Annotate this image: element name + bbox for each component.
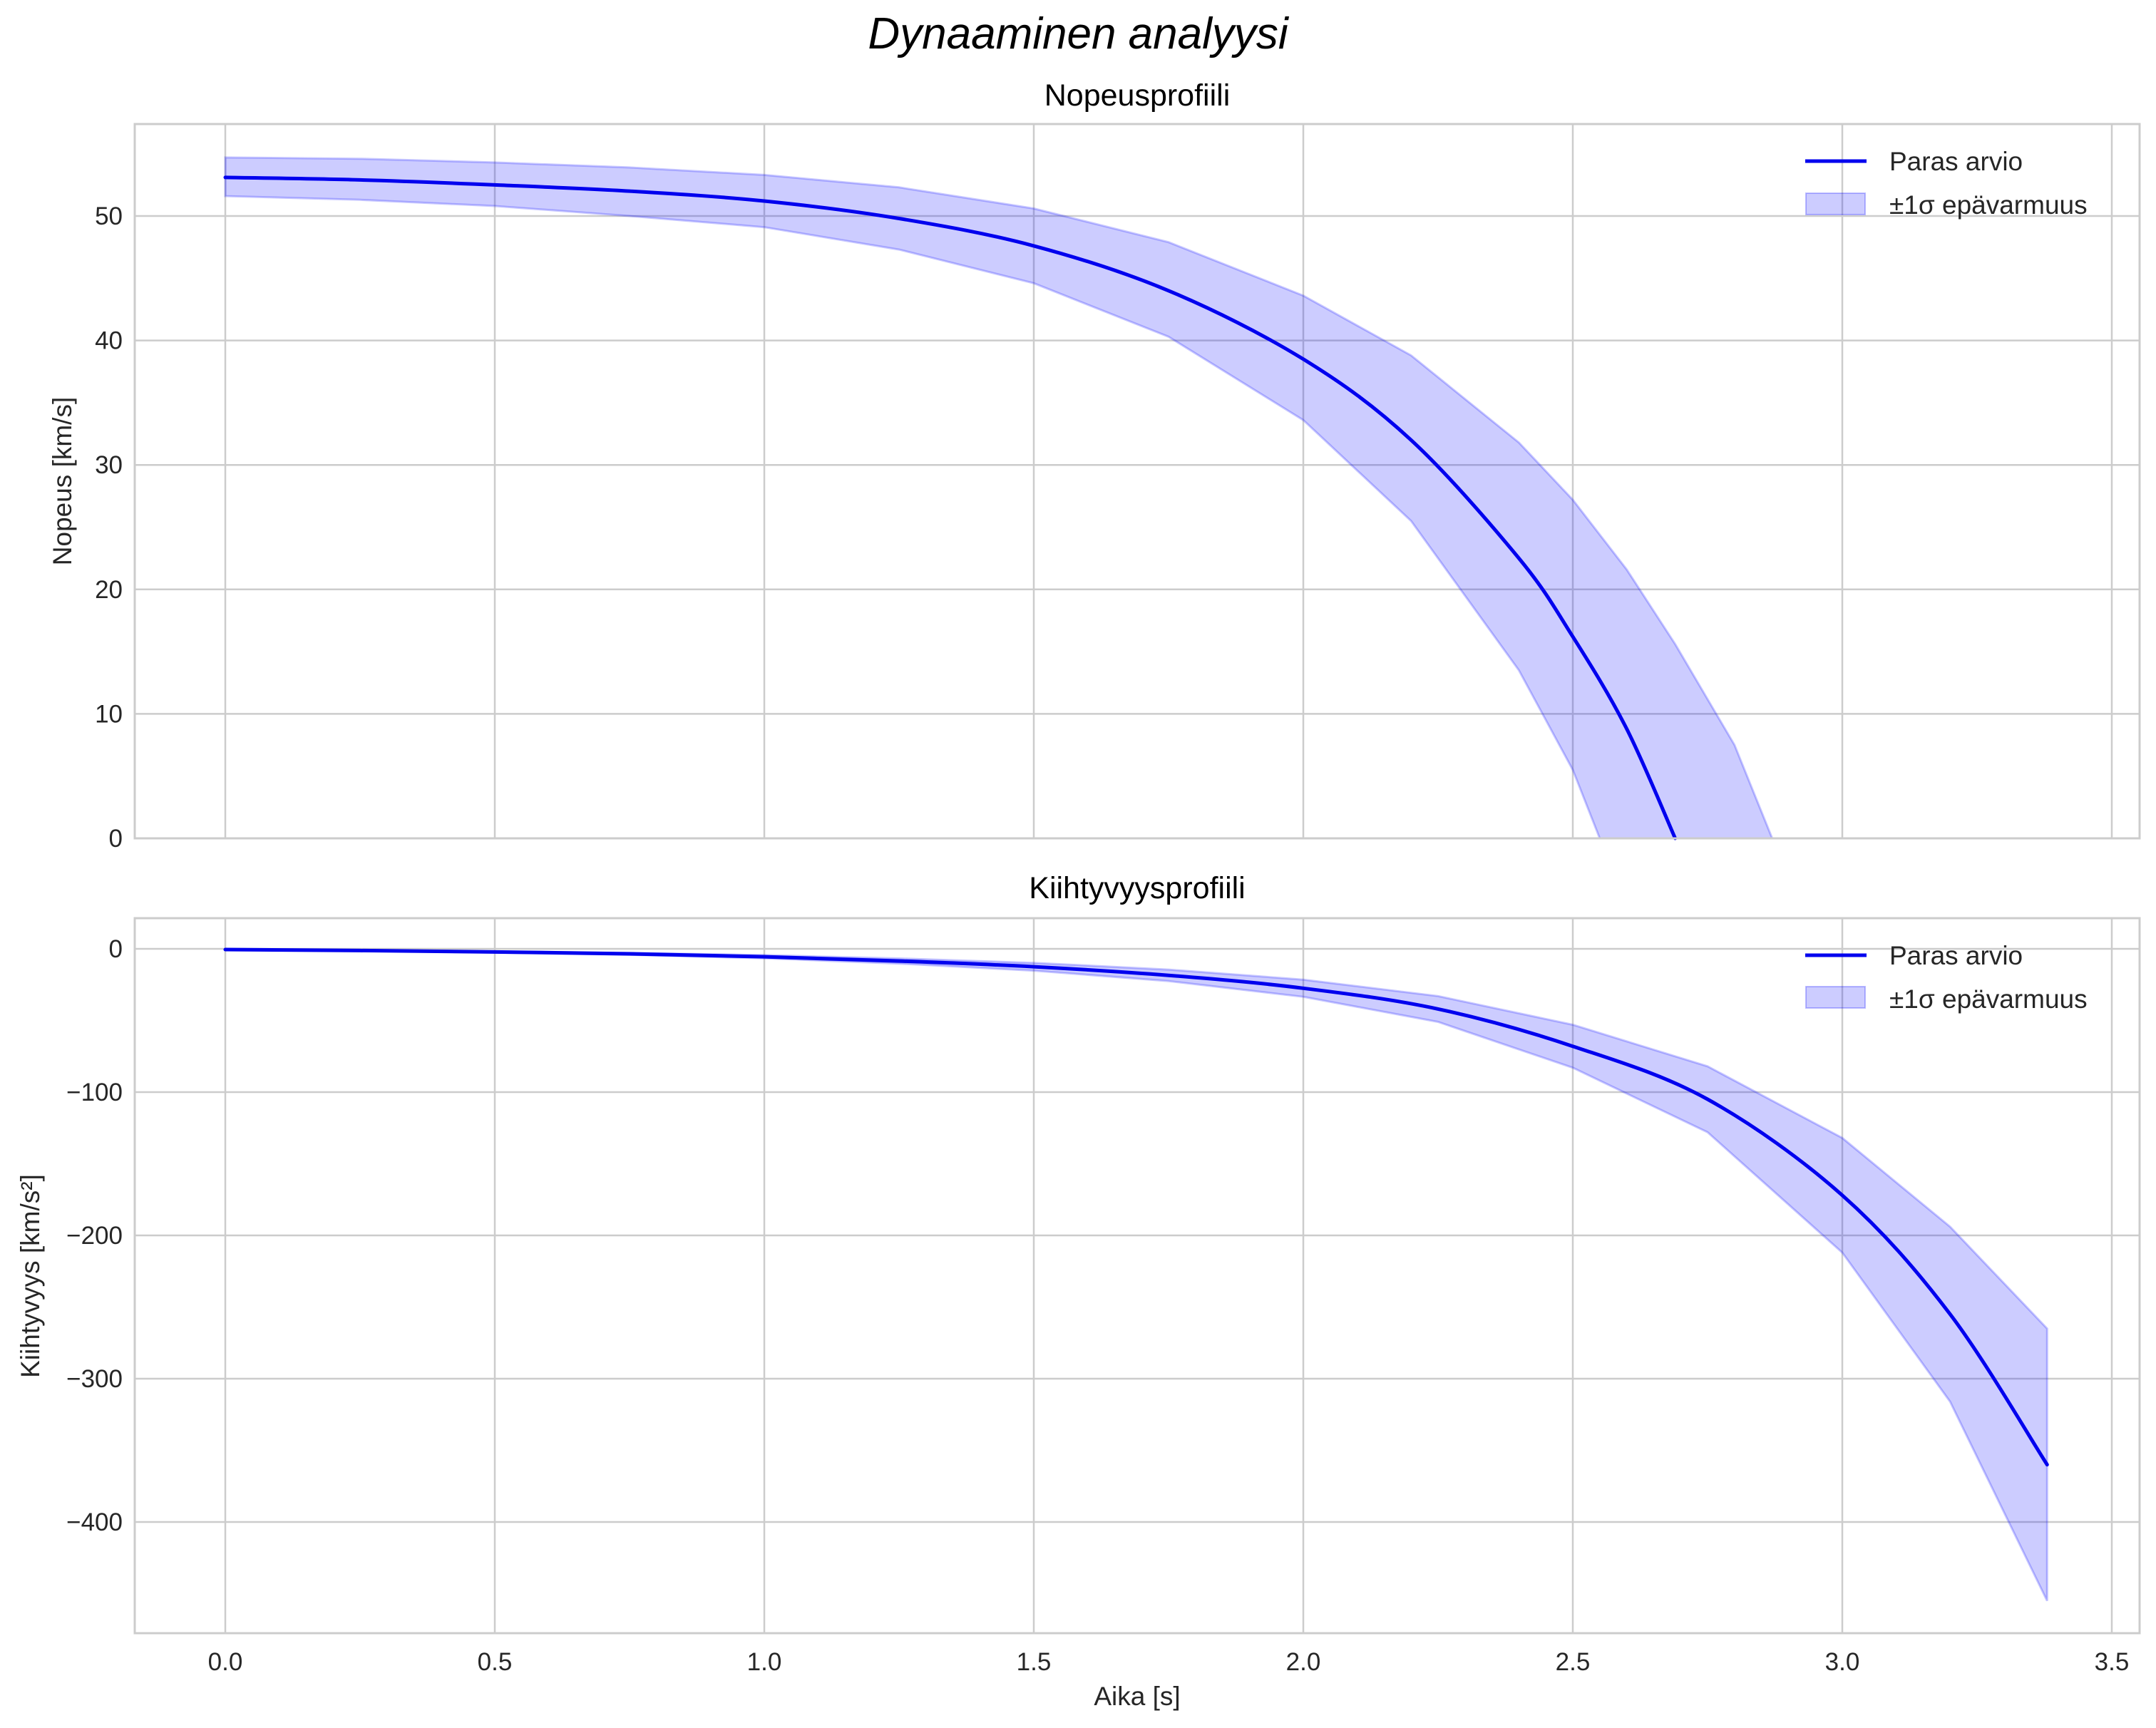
y-tick-label: 30	[95, 451, 123, 479]
acceleration-uncertainty-band	[224, 948, 2048, 1602]
y-tick-label: 0	[109, 935, 123, 963]
velocity-subplot: Nopeusprofiili 0 10 20 30 40 50 Nopeus [km/s]…	[48, 78, 2141, 853]
acceleration-y-axis-label: Kiihtyvyys [km/s²]	[16, 1174, 45, 1378]
velocity-uncertainty-band	[224, 156, 1774, 840]
y-tick-label: 10	[95, 700, 123, 728]
x-tick-label: 2.0	[1286, 1648, 1321, 1676]
velocity-grid	[135, 124, 2140, 840]
y-tick-label: 40	[95, 327, 123, 355]
x-tick-label: 0.0	[208, 1648, 243, 1676]
x-tick-label: 1.5	[1017, 1648, 1052, 1676]
uncertainty-band-area	[224, 156, 1774, 840]
y-tick-label: −400	[66, 1508, 123, 1536]
x-tick-label: 1.0	[747, 1648, 782, 1676]
legend-band-swatch	[1805, 986, 1866, 1009]
acceleration-plot-title: Kiihtyvyysprofiili	[1029, 871, 1245, 905]
figure-suptitle: Dynaaminen analyysi	[868, 9, 1290, 58]
acceleration-subplot: Kiihtyvyysprofiili 0 −100 −200 −300 −400 0.0…	[16, 871, 2141, 1711]
acceleration-best-estimate-line	[223, 947, 2049, 1467]
legend-label-best-estimate: Paras arvio	[1889, 941, 2023, 970]
acceleration-y-tick-labels: 0 −100 −200 −300 −400	[66, 935, 123, 1536]
best-estimate-curve	[223, 947, 2049, 1467]
acceleration-legend: Paras arvio ±1σ epävarmuus	[1805, 941, 2088, 1014]
legend-label-uncertainty: ±1σ epävarmuus	[1889, 984, 2088, 1014]
best-estimate-curve	[223, 175, 1678, 840]
y-tick-label: 20	[95, 576, 123, 604]
y-tick-label: 0	[109, 825, 123, 853]
x-tick-label: 3.0	[1825, 1648, 1860, 1676]
legend-label-best-estimate: Paras arvio	[1889, 147, 2023, 176]
acceleration-x-tick-labels: 0.0 0.5 1.0 1.5 2.0 2.5 3.0 3.5	[208, 1648, 2130, 1676]
legend-band-swatch	[1805, 192, 1866, 215]
y-tick-label: −100	[66, 1079, 123, 1106]
acceleration-grid	[135, 918, 2140, 1633]
legend-label-uncertainty: ±1σ epävarmuus	[1889, 190, 2088, 220]
uncertainty-band-area	[224, 948, 2048, 1602]
x-tick-label: 2.5	[1556, 1648, 1591, 1676]
velocity-plot-title: Nopeusprofiili	[1044, 78, 1231, 113]
velocity-best-estimate-line	[223, 175, 1678, 840]
velocity-axes-frame	[133, 123, 2141, 840]
velocity-legend: Paras arvio ±1σ epävarmuus	[1805, 147, 2088, 220]
x-axis-label: Aika [s]	[1094, 1682, 1180, 1711]
velocity-y-axis-label: Nopeus [km/s]	[48, 397, 77, 565]
y-tick-label: −200	[66, 1222, 123, 1250]
velocity-y-tick-labels: 0 10 20 30 40 50	[95, 202, 123, 853]
x-tick-label: 0.5	[478, 1648, 513, 1676]
acceleration-axes-frame	[133, 917, 2141, 1635]
y-tick-label: 50	[95, 202, 123, 230]
x-tick-label: 3.5	[2095, 1648, 2130, 1676]
y-tick-label: −300	[66, 1365, 123, 1393]
